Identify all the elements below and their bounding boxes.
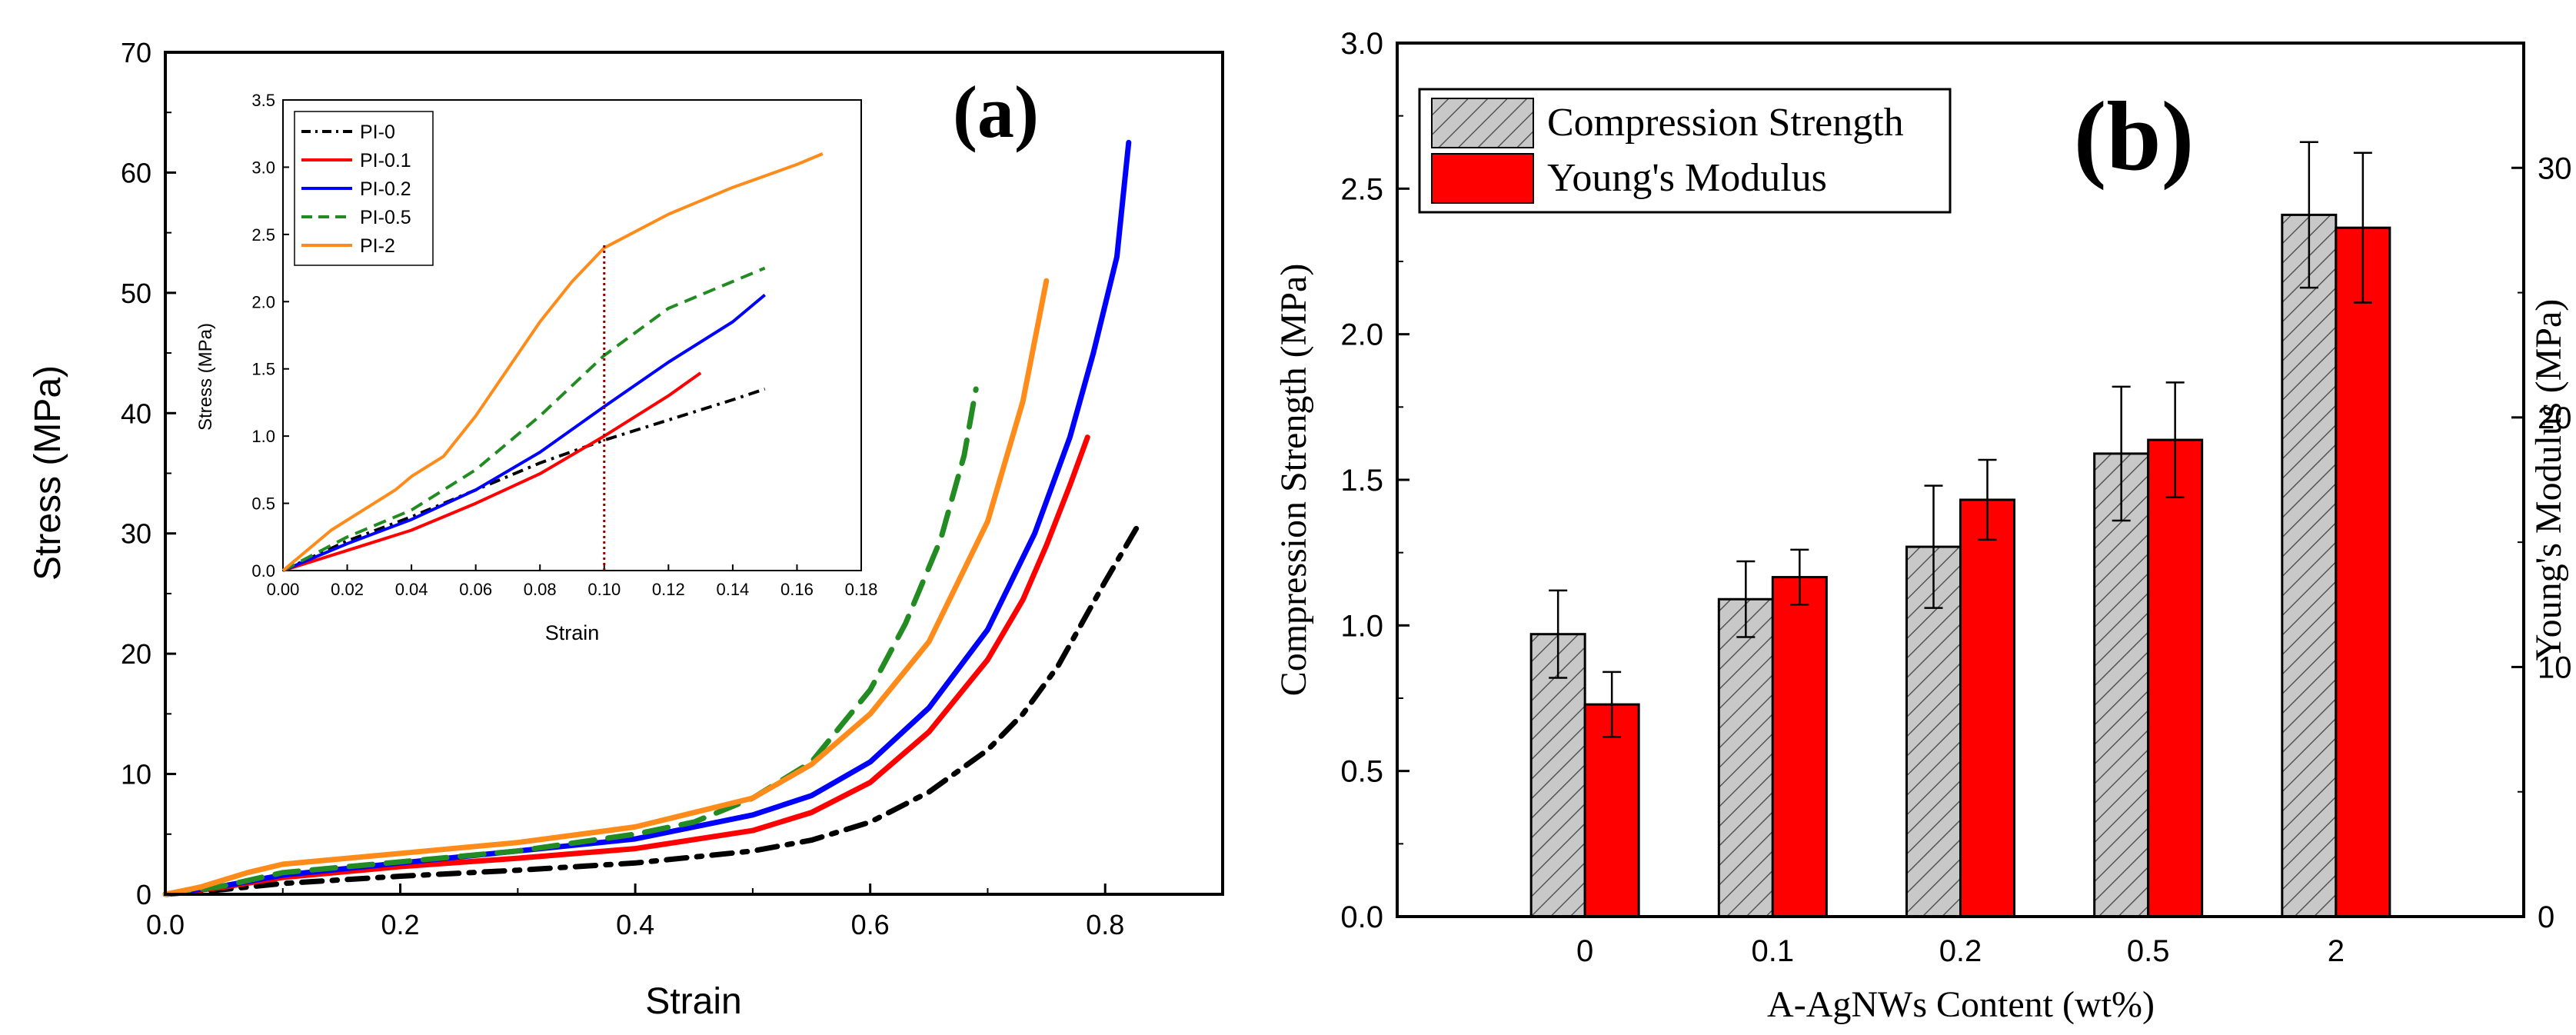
legend-label-compression-strength: Compression Strength xyxy=(1547,101,1904,145)
series-line-pi-0-2 xyxy=(162,139,1132,897)
bar-young-s-modulus-0-5 xyxy=(2147,438,2204,918)
panel-b-legend: Compression Strength Young's Modulus xyxy=(1418,88,1952,214)
x-tick-label: 0.4 xyxy=(616,909,654,940)
inset-y-tick-label: 1.0 xyxy=(251,427,275,446)
inset-legend-label: PI-0.2 xyxy=(360,178,411,200)
y-tick-label: 2.0 xyxy=(1340,318,1383,352)
y-tick-label: 0.0 xyxy=(1340,900,1383,934)
y-tick-label: 1.5 xyxy=(1340,464,1383,498)
inset-x-tick-label: 0.00 xyxy=(267,580,300,599)
series-line-pi-0-5 xyxy=(162,386,979,897)
panel-b-frame xyxy=(1396,42,2525,918)
inset-y-tick-label: 0.5 xyxy=(251,494,275,514)
y2-tick-label: 20 xyxy=(2538,401,2572,435)
y-tick-label: 40 xyxy=(121,398,151,429)
panel-a-y-axis-title: Stress (MPa) xyxy=(28,365,68,581)
bar-compression-strength-0-1 xyxy=(1717,597,1774,918)
y-tick-label: 20 xyxy=(121,638,151,670)
legend-label-youngs-modulus: Young's Modulus xyxy=(1547,156,1827,200)
panel-b-bars xyxy=(1529,141,2391,918)
inset-y-tick-label: 2.5 xyxy=(251,225,275,245)
inset-x-tick-label: 0.12 xyxy=(652,580,685,599)
panel-a: 0.0 0.2 0.4 0.6 0.8 0 10 20 30 40 50 60 70 (a) Strai… xyxy=(28,37,1224,1022)
y-tick-label: 0 xyxy=(136,879,151,910)
x-tick-label: 0.2 xyxy=(381,909,420,940)
inset-series-line-pi-0-2 xyxy=(282,293,766,572)
y-tick-label: 60 xyxy=(121,157,151,188)
inset-x-axis-title: Strain xyxy=(545,621,600,644)
inset-y-tick-label: 2.0 xyxy=(251,292,275,311)
panel-b-y2-axis-title: Young's Modulus (MPa) xyxy=(2528,299,2569,661)
inset-y-axis-title: Stress (MPa) xyxy=(195,323,216,431)
y-tick-label: 30 xyxy=(121,518,151,550)
y2-tick-label: 10 xyxy=(2538,651,2572,684)
bar-young-s-modulus-0 xyxy=(1583,703,1640,918)
y-tick-label: 3.0 xyxy=(1340,27,1383,61)
inset-y-tick-label: 0.0 xyxy=(251,561,275,581)
bar-compression-strength-0-5 xyxy=(2093,452,2150,918)
panel-a-series xyxy=(162,139,1143,897)
inset-legend-label: PI-0.5 xyxy=(360,207,411,228)
inset-series-line-pi-2 xyxy=(281,152,824,572)
inset-legend-label: PI-2 xyxy=(360,235,395,257)
x-tick-label: 0.0 xyxy=(146,909,185,940)
inset-legend-label: PI-0 xyxy=(360,121,395,143)
inset-chart: 0.00 0.02 0.04 0.06 0.08 0.10 0.12 0.14 0.16 0.18… xyxy=(195,91,877,644)
inset-legend: PI-0 PI-0.1 PI-0.2 PI-0.5 PI-2 xyxy=(294,111,434,266)
legend-swatch-compression-strength xyxy=(1431,98,1534,148)
legend-swatch-youngs-modulus xyxy=(1431,153,1534,204)
inset-legend-label: PI-0.1 xyxy=(360,150,411,171)
panel-a-label: (a) xyxy=(953,71,1039,153)
panel-a-axes: 0.0 0.2 0.4 0.6 0.8 0 10 20 30 40 50 60 70 xyxy=(121,37,1223,940)
inset-x-tick-label: 0.14 xyxy=(716,580,749,599)
x-tick-label: 2 xyxy=(2328,934,2345,968)
inset-series-line-pi-0-5 xyxy=(282,266,766,572)
inset-x-tick-label: 0.06 xyxy=(459,580,492,599)
inset-y-tick-label: 3.0 xyxy=(251,158,275,177)
bar-young-s-modulus-2 xyxy=(2335,226,2391,918)
x-tick-label: 0 xyxy=(1576,934,1593,968)
y-tick-label: 50 xyxy=(121,278,151,309)
x-tick-label: 0.5 xyxy=(2127,934,2170,968)
panel-b-y-axis-title: Compression Strength (MPa) xyxy=(1273,264,1314,697)
y2-tick-label: 0 xyxy=(2538,900,2554,934)
panel-b-axes: 0.0 0.5 1.0 1.5 2.0 2.5 3.0 0 10 20 30 0 0.1 0.2 0.5 2 xyxy=(1340,27,2571,968)
inset-x-tick-label: 0.16 xyxy=(780,580,814,599)
series-line-pi-0-1 xyxy=(162,434,1090,897)
inset-x-tick-label: 0.18 xyxy=(845,580,878,599)
panel-a-x-axis-title: Strain xyxy=(645,981,741,1022)
x-tick-label: 0.8 xyxy=(1086,909,1124,940)
y2-tick-label: 30 xyxy=(2538,151,2572,185)
inset-y-tick-label: 3.5 xyxy=(251,91,275,110)
bar-compression-strength-2 xyxy=(2281,213,2338,918)
inset-y-tick-label: 1.5 xyxy=(251,360,275,379)
inset-series-line-pi-0 xyxy=(282,388,766,572)
bar-young-s-modulus-0-2 xyxy=(1959,498,2015,918)
x-tick-label: 0.1 xyxy=(1752,934,1795,968)
series-line-pi-2 xyxy=(162,278,1050,897)
inset-series xyxy=(281,152,824,572)
inset-x-tick-label: 0.04 xyxy=(395,580,428,599)
panel-a-frame xyxy=(164,51,1224,896)
y-tick-label: 70 xyxy=(121,37,151,68)
series-line-pi-0 xyxy=(162,518,1143,897)
y-tick-label: 0.5 xyxy=(1340,755,1383,789)
x-tick-label: 0.2 xyxy=(1939,934,1982,968)
bar-young-s-modulus-0-1 xyxy=(1771,576,1828,918)
y-tick-label: 2.5 xyxy=(1340,172,1383,206)
inset-series-line-pi-0-1 xyxy=(282,371,702,572)
inset-axes: 0.00 0.02 0.04 0.06 0.08 0.10 0.12 0.14 0.16 0.18… xyxy=(251,91,877,599)
inset-x-tick-label: 0.02 xyxy=(331,580,364,599)
y-tick-label: 1.0 xyxy=(1340,609,1383,643)
x-tick-label: 0.6 xyxy=(851,909,890,940)
inset-x-tick-label: 0.10 xyxy=(587,580,621,599)
inset-x-tick-label: 0.08 xyxy=(524,580,557,599)
panel-b-x-axis-title: A-AgNWs Content (wt%) xyxy=(1767,984,2155,1025)
panel-b-label: (b) xyxy=(2074,82,2194,191)
y-tick-label: 10 xyxy=(121,759,151,790)
